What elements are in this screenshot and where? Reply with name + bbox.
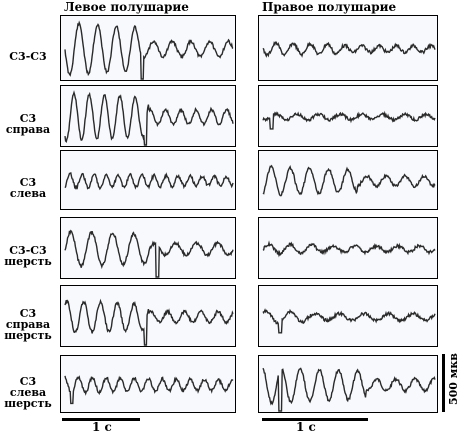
eeg-trace	[64, 229, 234, 278]
eeg-trace	[64, 298, 234, 346]
left-hemisphere-trace-panel	[60, 285, 236, 347]
eeg-waveform	[64, 171, 234, 191]
eeg-trace	[262, 240, 436, 258]
row-label: С3-С3 шерсть	[0, 245, 56, 267]
eeg-trace	[262, 308, 436, 334]
right-hemisphere-trace-panel	[258, 15, 438, 81]
row-label-line: шерсть	[4, 328, 52, 342]
eeg-trace	[262, 164, 436, 197]
eeg-trace	[262, 41, 436, 58]
right-hemisphere-trace-panel	[258, 85, 438, 147]
left-hemisphere-trace-panel	[60, 85, 236, 147]
eeg-waveform	[262, 164, 436, 197]
eeg-waveform	[262, 308, 436, 334]
eeg-waveform	[64, 298, 234, 346]
eeg-waveform	[262, 240, 436, 258]
row-label: С3 справа	[0, 113, 56, 135]
amplitude-scale-label: 500 мкв	[447, 353, 460, 405]
row-label-line: слева	[9, 187, 47, 200]
eeg-trace	[64, 90, 234, 146]
row-label-line: С3	[19, 176, 37, 189]
row-label-line: шерсть	[4, 255, 52, 268]
amplitude-scale-bar	[442, 354, 445, 412]
row-label-line: С3-С3	[9, 49, 47, 63]
time-scale-label-left: 1 с	[92, 420, 112, 434]
left-hemisphere-header: Левое полушарие	[64, 0, 189, 14]
row-label-line: С3-С3	[9, 244, 47, 257]
eeg-trace	[262, 110, 436, 130]
eeg-waveform	[64, 229, 234, 278]
eeg-waveform	[262, 41, 436, 58]
eeg-waveform	[64, 90, 234, 146]
eeg-waveform	[64, 20, 234, 80]
row-label: С3 справа шерсть	[0, 308, 56, 341]
time-scale-bar-right	[262, 418, 368, 421]
eeg-waveform	[262, 367, 436, 412]
row-label-line: слева	[9, 385, 47, 399]
row-label-line: справа	[5, 317, 51, 331]
eeg-trace	[64, 171, 234, 191]
right-hemisphere-header: Правое полушарие	[262, 0, 397, 14]
eeg-trace	[64, 375, 234, 405]
row-label-line: С3	[19, 112, 37, 125]
row-label-line: шерсть	[4, 396, 52, 410]
left-hemisphere-trace-panel	[60, 15, 236, 81]
eeg-waveform	[262, 110, 436, 130]
row-label: С3-С3	[0, 51, 56, 62]
row-label: С3 слева шерсть	[0, 376, 56, 409]
left-hemisphere-trace-panel	[60, 217, 236, 279]
row-label-line: С3	[19, 306, 37, 320]
eeg-trace	[262, 367, 436, 412]
right-hemisphere-trace-panel	[258, 150, 438, 210]
left-hemisphere-trace-panel	[60, 355, 236, 413]
right-hemisphere-trace-panel	[258, 285, 438, 347]
right-hemisphere-trace-panel	[258, 355, 438, 413]
eeg-waveform	[64, 375, 234, 405]
time-scale-bar-left	[62, 418, 140, 421]
left-hemisphere-trace-panel	[60, 150, 236, 210]
row-label-line: С3	[19, 374, 37, 388]
time-scale-label-right: 1 с	[296, 420, 316, 434]
right-hemisphere-trace-panel	[258, 217, 438, 279]
row-label-line: справа	[5, 123, 51, 136]
row-label: С3 слева	[0, 177, 56, 199]
eeg-trace	[64, 20, 234, 80]
